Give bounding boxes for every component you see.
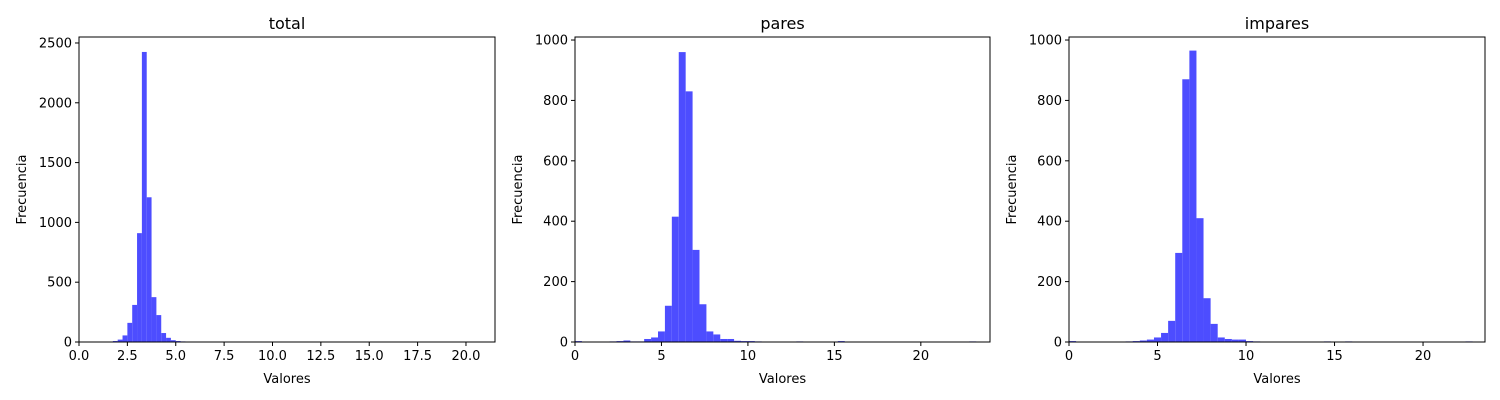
x-axis-label: Valores (263, 372, 310, 387)
x-tick-label: 0.0 (69, 349, 90, 364)
y-tick-label: 0 (560, 336, 568, 351)
histogram-bar (151, 297, 157, 342)
panel-pares: 0 5 10 15 2002004006008001000paresValoresFre… (511, 14, 991, 387)
x-tick-label: 2.5 (117, 349, 138, 364)
y-tick-label: 2500 (39, 36, 72, 51)
y-tick-label: 800 (1037, 94, 1062, 109)
x-tick-label: 15 (1326, 349, 1343, 364)
y-tick-label: 600 (1037, 154, 1062, 169)
y-tick-label: 1000 (1029, 34, 1062, 49)
x-axis-label: Valores (759, 372, 806, 387)
histogram-bar (1175, 252, 1183, 342)
axes-frame (574, 36, 991, 343)
histogram-bar (692, 249, 700, 342)
histogram-bar (1189, 50, 1197, 342)
y-tick-label: 2000 (39, 96, 72, 111)
y-tick-label: 500 (47, 276, 72, 291)
histogram-bar (644, 338, 652, 342)
histogram-bar (734, 340, 741, 342)
y-axis-label: Frecuencia (1005, 155, 1020, 225)
chart-title: impares (1245, 14, 1309, 33)
histogram-bar (678, 52, 686, 343)
y-tick-label: 1000 (39, 216, 72, 231)
histogram-bar (127, 322, 133, 342)
y-tick-label: 600 (543, 154, 568, 169)
chart-title: total (269, 14, 306, 33)
x-tick-label: 12.5 (306, 349, 335, 364)
x-tick-label: 7.5 (214, 349, 235, 364)
histogram-bar (1153, 337, 1162, 342)
y-axis-label: Frecuencia (511, 155, 526, 225)
histogram-bar (1168, 320, 1176, 342)
histogram-bar (1161, 332, 1169, 342)
histogram-bar (623, 340, 631, 342)
histogram-bar (685, 91, 693, 342)
y-axis-label: Frecuencia (15, 155, 30, 225)
histogram-bar (1182, 79, 1190, 343)
histogram-bar (1231, 339, 1239, 342)
histogram-bar (699, 304, 707, 342)
y-tick-label: 200 (543, 275, 568, 290)
x-tick-label: 20.0 (452, 349, 481, 364)
x-axis-label: Valores (1253, 372, 1300, 387)
histogram-bar (1217, 337, 1225, 342)
y-tick-label: 400 (1037, 215, 1062, 230)
histogram-bar (156, 315, 162, 342)
axes-frame (78, 36, 496, 343)
x-tick-label: 5 (1153, 349, 1161, 364)
x-tick-label: 10 (1238, 349, 1255, 364)
histogram-bar (170, 340, 176, 342)
y-tick-label: 1000 (535, 34, 568, 49)
histogram-bar (1203, 298, 1211, 342)
histogram-bar (1139, 340, 1147, 342)
y-tick-label: 400 (543, 215, 568, 230)
histogram-bar (1224, 338, 1232, 342)
x-tick-label: 0 (571, 349, 579, 364)
x-tick-label: 10 (740, 349, 757, 364)
x-tick-label: 5 (657, 349, 665, 364)
histogram-bar (146, 197, 152, 342)
y-tick-label: 800 (543, 94, 568, 109)
histogram-bar (713, 334, 721, 342)
histogram-bar (141, 51, 147, 342)
axes-frame (1068, 36, 1486, 343)
histogram-bar (166, 337, 171, 342)
histogram-bar (122, 335, 128, 342)
x-tick-label: 20 (913, 349, 930, 364)
histogram-bar (117, 339, 123, 342)
histogram-bar (671, 216, 679, 342)
panel-total: 0.0 2.5 5.0 7.5 10.0 12.5 15.0 17.5 20.0 0 500 1000… (15, 14, 496, 387)
histogram-bar (1196, 218, 1204, 342)
histogram-bar (706, 331, 714, 342)
x-tick-label: 15.0 (355, 349, 384, 364)
y-tick-label: 0 (1054, 336, 1062, 351)
chart-title: pares (760, 14, 804, 33)
histogram-bar (658, 331, 665, 342)
x-tick-label: 10.0 (258, 349, 287, 364)
histogram-bar (1238, 339, 1247, 342)
histogram-bar (720, 338, 728, 342)
histogram-bar (651, 337, 658, 342)
histogram-bar (727, 338, 735, 342)
x-tick-label: 15 (826, 349, 843, 364)
histogram-bar (161, 333, 167, 342)
y-tick-label: 1500 (39, 156, 72, 171)
histogram-bar (132, 304, 138, 342)
histogram-bar (1210, 323, 1218, 342)
y-tick-label: 0 (64, 336, 72, 351)
x-tick-label: 17.5 (403, 349, 432, 364)
panel-impares: 0 5 10 15 2002004006008001000imparesValoresF… (1005, 14, 1486, 387)
x-tick-label: 0 (1065, 349, 1073, 364)
histogram-bar (1146, 339, 1154, 342)
y-tick-label: 200 (1037, 275, 1062, 290)
histogram-bar (664, 305, 672, 342)
x-tick-label: 20 (1415, 349, 1432, 364)
histogram-bar (137, 233, 142, 342)
x-tick-label: 5.0 (165, 349, 186, 364)
